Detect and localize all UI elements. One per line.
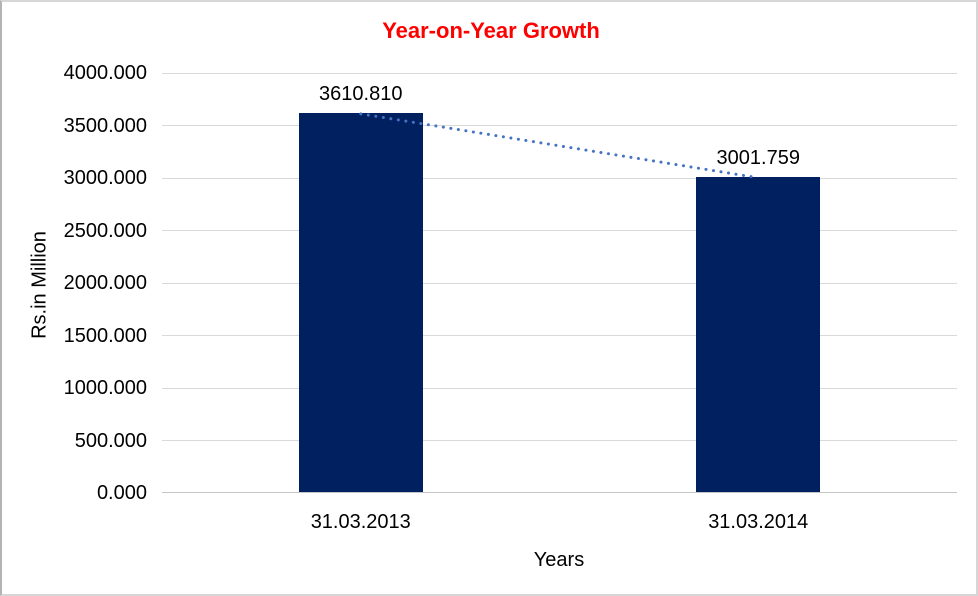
bar-value-label: 3610.810 bbox=[319, 82, 403, 105]
plot-area: 3610.810 3001.759 bbox=[162, 72, 957, 493]
bar bbox=[696, 176, 821, 492]
gridline bbox=[162, 282, 957, 284]
y-tick-label: 500.000 bbox=[74, 429, 147, 452]
gridline bbox=[162, 230, 957, 231]
y-tick-label: 3000.000 bbox=[63, 167, 147, 189]
bar bbox=[298, 112, 423, 492]
y-tick-label: 0.000 bbox=[96, 482, 147, 504]
chart-title: Year-on-Year Growth bbox=[382, 18, 600, 43]
x-tick-label: 31.03.2013 bbox=[310, 511, 411, 533]
x-tick-label: 31.03.2014 bbox=[708, 511, 809, 533]
y-tick-label: 1000.000 bbox=[63, 377, 147, 399]
trendline bbox=[359, 112, 760, 180]
bar-value-label: 3001.759 bbox=[716, 146, 800, 169]
gridline bbox=[162, 72, 957, 74]
y-tick-label: 3500.000 bbox=[63, 114, 147, 137]
y-tick-label: 1500.000 bbox=[63, 324, 147, 347]
y-tick-label: 4000.000 bbox=[63, 62, 147, 84]
gridline bbox=[162, 440, 957, 441]
gridline bbox=[162, 387, 957, 389]
y-tick-label: 2500.000 bbox=[63, 219, 147, 242]
gridline bbox=[162, 335, 957, 336]
gridline bbox=[162, 177, 957, 179]
y-tick-label: 2000.000 bbox=[63, 272, 147, 294]
gridline bbox=[162, 125, 957, 126]
x-axis-title: Years bbox=[533, 549, 585, 571]
